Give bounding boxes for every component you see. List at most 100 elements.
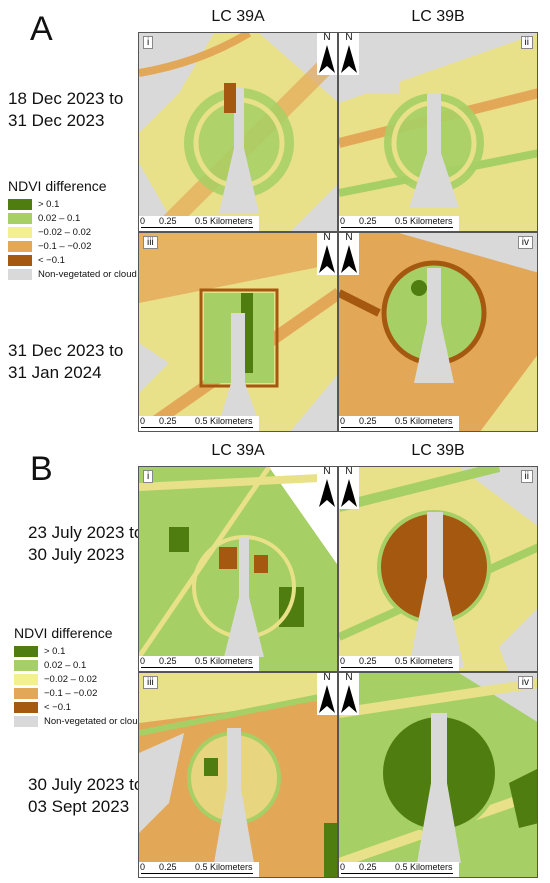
legend-label: −0.1 – −0.02 — [44, 687, 98, 699]
period-line: 31 Jan 2024 — [8, 363, 102, 382]
scale-bar: 0 0.25 0.5 Kilometers — [139, 862, 259, 877]
map-index-label: i — [143, 36, 154, 49]
north-arrow-icon: N — [317, 233, 337, 275]
legend-swatch — [14, 715, 38, 727]
legend-label: −0.02 – 0.02 — [38, 226, 92, 238]
north-arrow-icon — [341, 45, 357, 73]
legend-item: −0.02 – 0.02 — [8, 225, 137, 239]
period-line: 31 Dec 2023 — [8, 111, 105, 130]
scale-label: 0.25 — [159, 656, 177, 666]
legend-swatch — [8, 240, 32, 252]
north-arrow-icon: N — [317, 673, 337, 715]
scale-label: 0.5 Kilometers — [195, 656, 253, 666]
legend-item: −0.1 – −0.02 — [8, 239, 137, 253]
scale-label: 0.25 — [159, 862, 177, 872]
scale-axis — [341, 227, 453, 228]
map-a-iii-lc39a: iii N 0 0.25 0.5 Kilometers — [138, 232, 338, 432]
ndvi-map-image — [139, 673, 337, 877]
map-b-iv-lc39b: iv N 0 0.25 0.5 Kilometers — [338, 672, 538, 878]
period-line: 18 Dec 2023 to — [8, 89, 124, 108]
map-index-label: iii — [143, 676, 158, 689]
north-arrow-icon: N — [339, 673, 359, 715]
ndvi-map-image — [339, 233, 537, 431]
panel-b-period-2: 30 July 2023 to 03 Sept 2023 — [28, 774, 143, 818]
legend-label: > 0.1 — [38, 198, 60, 210]
legend-swatch — [8, 268, 32, 280]
ndvi-map-image — [339, 673, 537, 868]
north-label: N — [345, 672, 353, 683]
map-index-label: ii — [520, 36, 533, 49]
legend-label: > 0.1 — [44, 645, 66, 657]
scale-label: 0 — [340, 862, 346, 872]
scale-label: 0.5 Kilometers — [395, 216, 453, 226]
map-index-label: i — [143, 470, 154, 483]
panel-a-period-1: 18 Dec 2023 to 31 Dec 2023 — [8, 88, 123, 132]
scale-label: 0.25 — [359, 656, 377, 666]
north-arrow-icon — [341, 685, 357, 713]
north-label: N — [345, 466, 353, 477]
period-line: 30 July 2023 to — [28, 775, 144, 794]
period-line: 23 July 2023 to — [28, 523, 144, 542]
legend-swatch — [14, 701, 38, 713]
legend-label: 0.02 – 0.1 — [38, 212, 81, 224]
legend-title: NDVI difference — [8, 178, 107, 194]
map-b-iii-lc39a: iii N 0 0.25 0.5 Kilometers — [138, 672, 338, 878]
legend-swatch — [14, 645, 38, 657]
map-index-label: iv — [517, 236, 533, 249]
north-label: N — [323, 32, 331, 43]
legend-item: < −0.1 — [8, 253, 137, 267]
legend-label: < −0.1 — [38, 254, 65, 266]
map-b-i-lc39a: i N 0 0.25 0.5 Kilometers — [138, 466, 338, 672]
north-label: N — [345, 32, 353, 43]
scale-bar: 0 0.25 0.5 Kilometers — [339, 216, 459, 231]
scale-label: 0.5 Kilometers — [395, 416, 453, 426]
panel-b-legend: NDVI difference > 0.1 0.02 – 0.1 −0.02 –… — [14, 625, 143, 728]
scale-bar: 0 0.25 0.5 Kilometers — [139, 416, 259, 431]
panel-a-col-lc39b: LC 39B — [411, 8, 465, 25]
scale-axis — [341, 873, 453, 874]
period-line: 30 July 2023 — [28, 545, 125, 564]
legend-item: 0.02 – 0.1 — [8, 211, 137, 225]
legend-swatch — [14, 673, 38, 685]
north-label: N — [323, 672, 331, 683]
scale-label: 0.25 — [159, 216, 177, 226]
map-index-label: iv — [517, 676, 533, 689]
scale-label: 0 — [140, 862, 146, 872]
legend-item: 0.02 – 0.1 — [14, 658, 143, 672]
map-a-iv-lc39b: iv N 0 0.25 0.5 Kilometers — [338, 232, 538, 432]
legend-label: 0.02 – 0.1 — [44, 659, 87, 671]
scale-label: 0 — [140, 656, 146, 666]
legend-swatch — [8, 254, 32, 266]
scale-label: 0 — [140, 216, 146, 226]
legend-label: −0.1 – −0.02 — [38, 240, 92, 252]
scale-label: 0 — [140, 416, 146, 426]
scale-label: 0.5 Kilometers — [195, 216, 253, 226]
north-arrow-icon — [319, 479, 335, 507]
scale-axis — [141, 227, 253, 228]
scale-axis — [341, 427, 453, 428]
map-index-label: ii — [520, 470, 533, 483]
ndvi-map-image — [339, 467, 537, 671]
panel-b-period-1: 23 July 2023 to 30 July 2023 — [28, 522, 143, 566]
panel-b-col-lc39a: LC 39A — [211, 442, 265, 459]
scale-bar: 0 0.25 0.5 Kilometers — [339, 416, 459, 431]
ndvi-map-image — [139, 33, 337, 231]
legend-label: < −0.1 — [44, 701, 71, 713]
scale-axis — [141, 873, 253, 874]
ndvi-map-image — [139, 233, 337, 431]
scale-label: 0.5 Kilometers — [195, 416, 253, 426]
legend-label: −0.02 – 0.02 — [44, 673, 98, 685]
north-arrow-icon: N — [339, 33, 359, 75]
legend-item: −0.1 – −0.02 — [14, 686, 143, 700]
north-label: N — [323, 466, 331, 477]
panel-b-col-lc39b: LC 39B — [411, 442, 465, 459]
map-index-label: iii — [143, 236, 158, 249]
scale-bar: 0 0.25 0.5 Kilometers — [139, 656, 259, 671]
map-a-i-lc39a: i N 0 0.25 0.5 Kilometers — [138, 32, 338, 232]
north-arrow-icon — [319, 45, 335, 73]
north-arrow-icon: N — [317, 467, 337, 509]
north-arrow-icon — [319, 685, 335, 713]
map-a-ii-lc39b: ii N 0 0.25 0.5 Kilometers — [338, 32, 538, 232]
scale-label: 0 — [340, 656, 346, 666]
legend-swatch — [8, 226, 32, 238]
